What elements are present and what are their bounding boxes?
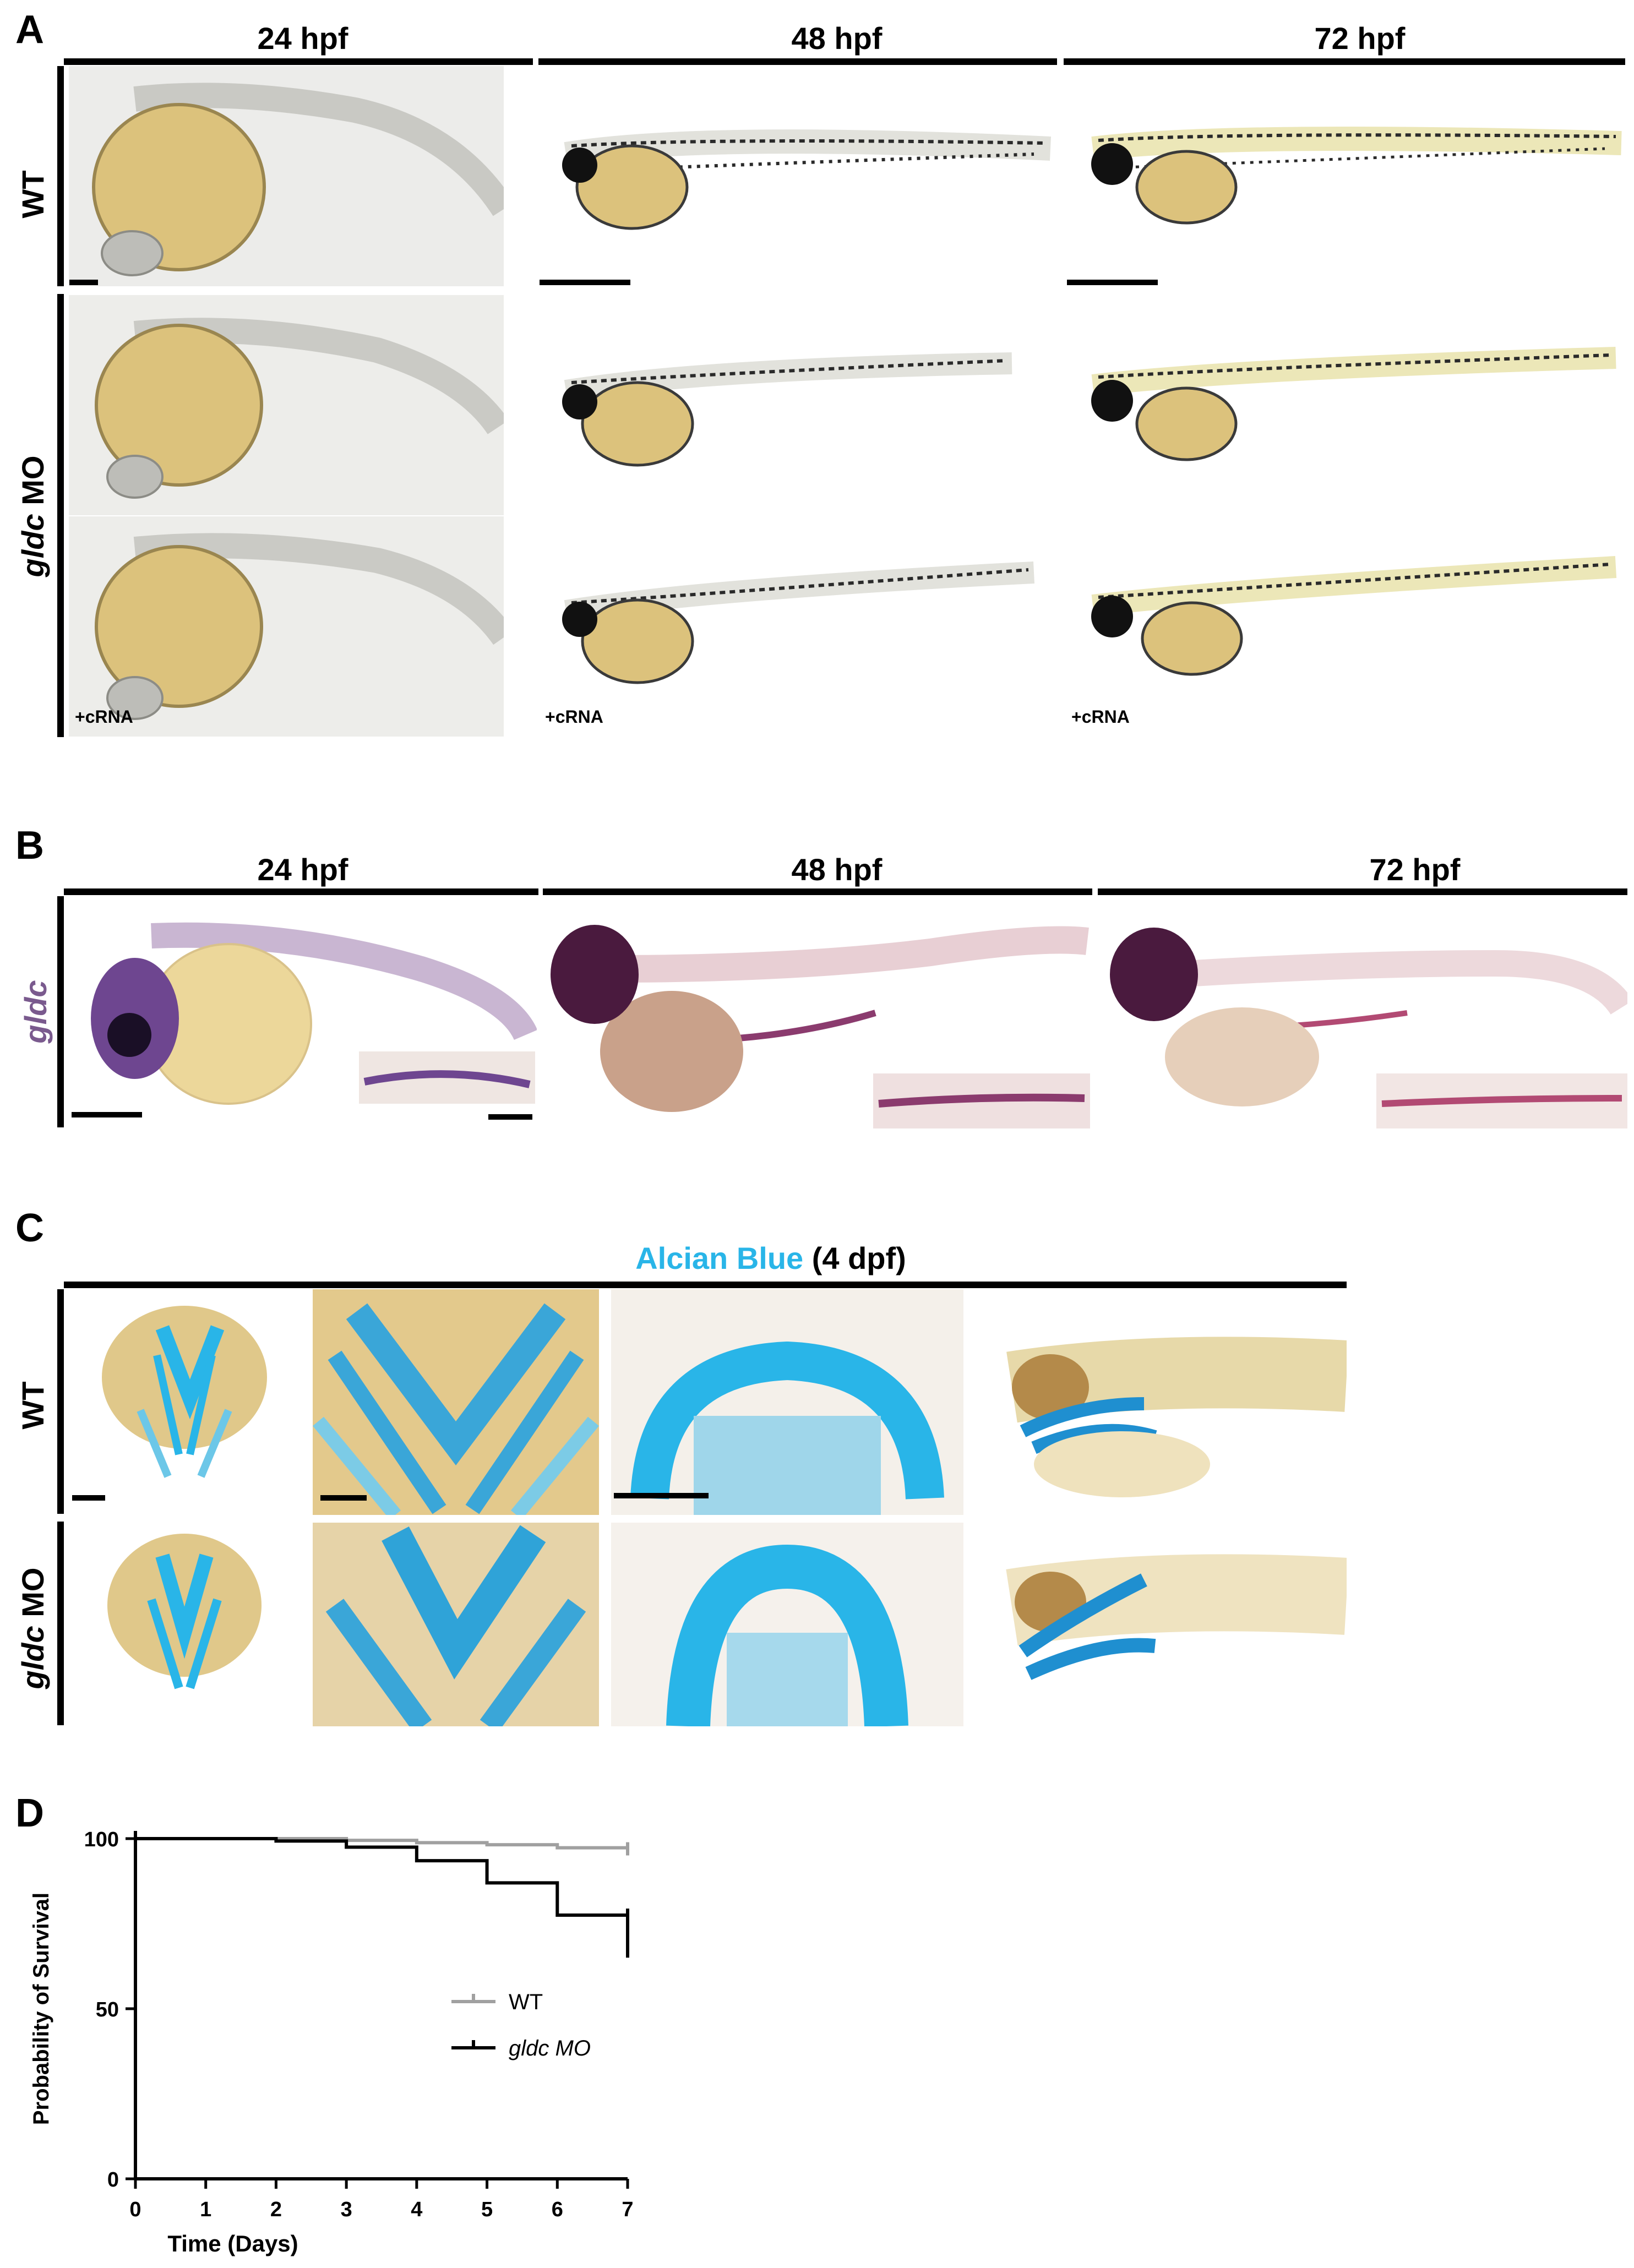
- panel-c-header-bar: [64, 1282, 1347, 1288]
- panel-b-letter: B: [15, 824, 44, 868]
- larva-image-rescue-72hpf: [1065, 550, 1627, 699]
- panel-a-col-bar-48: [538, 58, 1057, 65]
- scale-bar: [488, 1114, 532, 1120]
- cartilage-image-wt-ceratohyal: [611, 1289, 963, 1515]
- panel-d-letter: D: [15, 1791, 44, 1835]
- survival-curve-gldc-mo: [135, 1837, 629, 1958]
- x-tick-label: 0: [129, 2198, 141, 2221]
- panel-b-col-72: 72 hpf: [1369, 852, 1461, 887]
- legend-label: gldc MO: [509, 2036, 591, 2060]
- panel-a-col-48: 48 hpf: [791, 21, 883, 56]
- cartilage-image-wt-ventral: [69, 1289, 300, 1515]
- legend-label: WT: [509, 1990, 543, 2014]
- larva-image-rescue-48hpf: [538, 550, 1056, 699]
- panel-a-col-72: 72 hpf: [1314, 21, 1406, 56]
- cartilage-image-mo-lateral: [990, 1536, 1347, 1723]
- panel-c-title: Alcian Blue (4 dpf): [551, 1243, 991, 1274]
- rescue-label-72hpf: +cRNA: [1071, 707, 1130, 727]
- panel-c-letter: C: [15, 1206, 44, 1250]
- embryo-image-mo-24hpf: [69, 295, 504, 515]
- chart-series: [135, 1837, 629, 1958]
- panel-c-row-mo: gldc MO: [15, 1567, 50, 1689]
- rescue-label-24hpf: +cRNA: [75, 707, 133, 727]
- scale-bar: [614, 1493, 709, 1498]
- panel-a-letter: A: [15, 8, 44, 52]
- scale-bar: [540, 280, 630, 285]
- panel-a-col-bar-72: [1064, 58, 1625, 65]
- larva-image-wt-72hpf: [1065, 94, 1627, 259]
- larva-image-wt-48hpf: [538, 94, 1056, 259]
- y-tick-label: 50: [96, 1998, 119, 2021]
- scale-bar: [320, 1495, 367, 1501]
- stage-label: (4 dpf): [811, 1241, 906, 1275]
- panel-c-row-bar-wt: [57, 1289, 64, 1514]
- panel-a-row-mo: gldc MO: [15, 455, 50, 577]
- ish-inset-24hpf: [359, 1051, 535, 1104]
- x-tick-label: 7: [622, 2198, 633, 2221]
- larva-image-mo-48hpf: [538, 330, 1056, 495]
- embryo-image-wt-24hpf: [69, 66, 504, 286]
- y-tick-label: 100: [84, 1828, 119, 1851]
- scale-bar: [69, 280, 98, 285]
- panel-a-row-bar-mo: [57, 294, 64, 737]
- cartilage-image-wt-lateral: [990, 1321, 1347, 1508]
- x-tick-label: 3: [341, 2198, 352, 2221]
- ish-inset-48hpf: [873, 1073, 1090, 1128]
- cartilage-image-wt-zoom: [313, 1289, 599, 1515]
- panel-b-col-bar-24: [64, 888, 538, 895]
- x-tick-label: 1: [200, 2198, 211, 2221]
- cartilage-image-mo-ventral: [69, 1523, 300, 1726]
- larva-image-mo-72hpf: [1065, 330, 1627, 495]
- x-axis-label: Time (Days): [167, 2231, 298, 2256]
- panel-c-row-bar-mo: [57, 1522, 64, 1725]
- scale-bar: [72, 1495, 105, 1501]
- panel-b-col-24: 24 hpf: [257, 852, 348, 887]
- rescue-label-48hpf: +cRNA: [545, 707, 603, 727]
- survival-chart: 0 1 2 3 4 5 6 7 0 50 100 Time (Days) Probability of …: [29, 1828, 634, 2256]
- chart-legend: WT gldc MO: [451, 1990, 591, 2060]
- ish-inset-72hpf: [1376, 1073, 1627, 1128]
- survival-curve-wt: [135, 1837, 629, 1850]
- x-tick-label: 2: [270, 2198, 282, 2221]
- x-tick-label: 5: [481, 2198, 493, 2221]
- panel-b-row-bar: [57, 896, 64, 1127]
- ish-image-24hpf: [69, 903, 537, 1123]
- panel-a-col-24: 24 hpf: [257, 21, 348, 56]
- panel-c-row-wt: WT: [15, 1381, 50, 1430]
- x-tick-label: 6: [552, 2198, 563, 2221]
- panel-a-row-bar-wt: [57, 66, 64, 286]
- scale-bar: [1067, 280, 1158, 285]
- panel-a-row-wt: WT: [15, 170, 50, 219]
- chart-axes: 0 1 2 3 4 5 6 7 0 50 100 Time (Days) Probability of …: [29, 1828, 634, 2256]
- cartilage-image-mo-ceratohyal: [611, 1523, 963, 1726]
- x-tick-label: 4: [411, 2198, 422, 2221]
- y-tick-label: 0: [107, 2168, 119, 2191]
- panel-b-probe-label: gldc: [18, 980, 53, 1044]
- panel-b-col-48: 48 hpf: [791, 852, 883, 887]
- panel-b-col-bar-72: [1098, 888, 1627, 895]
- embryo-image-rescue-24hpf: [69, 516, 504, 737]
- scale-bar: [72, 1112, 142, 1117]
- panel-b-col-bar-48: [543, 888, 1092, 895]
- alcian-stain-label: Alcian Blue: [635, 1241, 804, 1275]
- panel-a-col-bar-24: [64, 58, 533, 65]
- cartilage-image-mo-zoom: [313, 1523, 599, 1726]
- y-axis-label: Probability of Survival: [29, 1893, 53, 2125]
